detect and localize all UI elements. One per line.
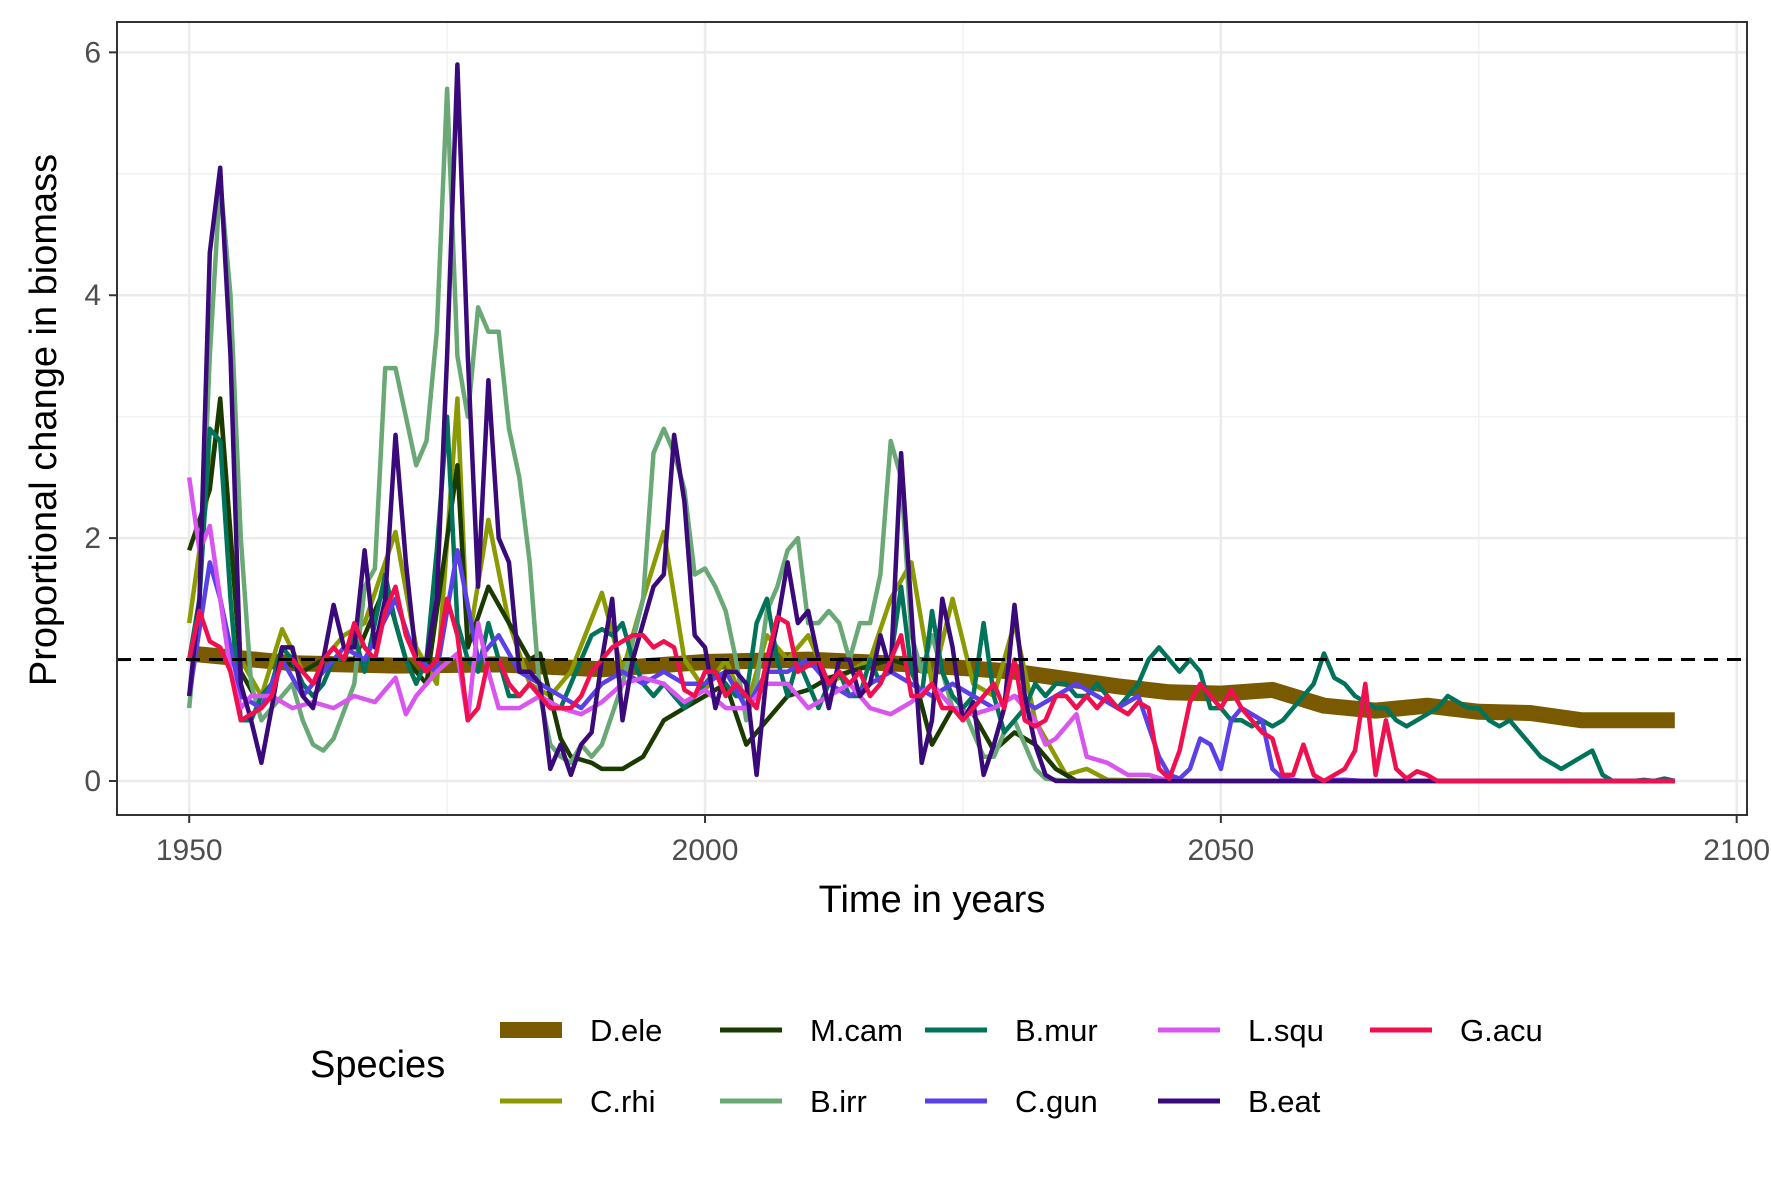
legend-item-b-irr: B.irr — [720, 1084, 867, 1119]
legend-item-m-cam: M.cam — [720, 1013, 903, 1048]
y-tick-label: 6 — [84, 36, 101, 69]
legend-label: G.acu — [1460, 1013, 1543, 1048]
y-axis-title: Proportional change in biomass — [23, 154, 65, 686]
legend-label: D.ele — [590, 1013, 662, 1048]
legend: Species D.ele C.rhi M.cam B.irr B.mur C.gun L.… — [310, 1013, 1543, 1119]
legend-title: Species — [310, 1044, 445, 1086]
x-tick-label: 2100 — [1703, 834, 1770, 867]
series-line-b-eat — [186, 62, 1675, 784]
y-axis-ticks: 0 2 4 6 — [84, 36, 117, 798]
legend-item-b-mur: B.mur — [925, 1013, 1098, 1048]
y-tick-label: 2 — [84, 522, 101, 555]
y-tick-label: 0 — [84, 765, 101, 798]
legend-item-c-gun: C.gun — [925, 1084, 1098, 1119]
x-tick-label: 2050 — [1187, 834, 1254, 867]
x-tick-label: 2000 — [672, 834, 739, 867]
legend-item-l-squ: L.squ — [1158, 1013, 1324, 1048]
legend-item-d-ele: D.ele — [500, 1013, 662, 1048]
legend-items: D.ele C.rhi M.cam B.irr B.mur C.gun L.squ B.eat… — [500, 1013, 1543, 1119]
legend-item-g-acu: G.acu — [1370, 1013, 1543, 1048]
legend-label: C.gun — [1015, 1084, 1098, 1119]
legend-label: B.mur — [1015, 1013, 1098, 1048]
x-axis-title: Time in years — [819, 879, 1046, 921]
legend-label: B.eat — [1248, 1084, 1321, 1119]
legend-label: L.squ — [1248, 1013, 1324, 1048]
legend-item-c-rhi: C.rhi — [500, 1084, 655, 1119]
legend-label: M.cam — [810, 1013, 903, 1048]
x-axis-ticks: 1950 2000 2050 2100 — [156, 815, 1770, 867]
x-tick-label: 1950 — [156, 834, 223, 867]
y-tick-label: 4 — [84, 279, 101, 312]
series-lines — [186, 62, 1676, 784]
legend-label: C.rhi — [590, 1084, 655, 1119]
series-line-d-ele — [188, 645, 1675, 729]
legend-item-b-eat: B.eat — [1158, 1084, 1321, 1119]
legend-label: B.irr — [810, 1084, 867, 1119]
plot-panel-border — [116, 21, 1748, 816]
